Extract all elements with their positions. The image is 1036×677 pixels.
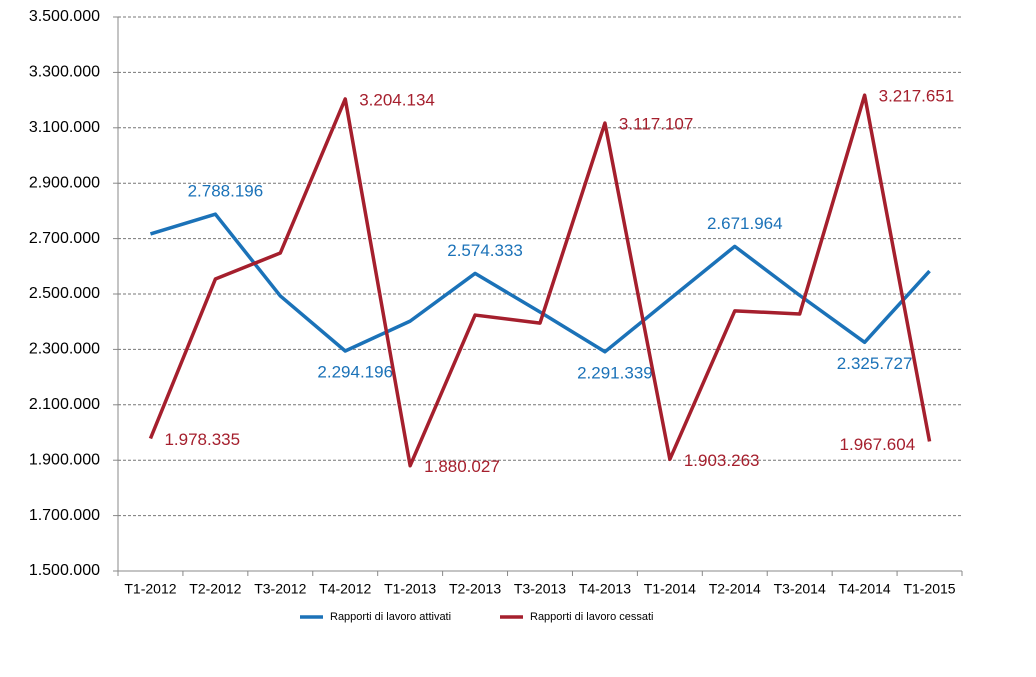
x-tick-label: T1-2012 <box>124 581 176 597</box>
data-label: 2.325.727 <box>837 354 913 373</box>
data-label: 1.903.263 <box>684 451 760 470</box>
legend-label: Rapporti di lavoro attivati <box>330 611 451 623</box>
y-tick-label: 2.500.000 <box>29 285 100 302</box>
x-tick-label: T4-2013 <box>579 581 631 597</box>
data-label: 3.117.107 <box>619 115 693 134</box>
data-label: 1.967.604 <box>840 435 916 454</box>
y-tick-label: 3.500.000 <box>29 8 100 25</box>
x-tick-label: T1-2015 <box>903 581 955 597</box>
x-tick-label: T2-2013 <box>449 581 501 597</box>
y-tick-label: 2.900.000 <box>29 174 100 191</box>
x-tick-label: T2-2014 <box>709 581 761 597</box>
y-tick-label: 1.900.000 <box>29 451 100 468</box>
x-tick-label: T3-2013 <box>514 581 566 597</box>
x-tick-label: T4-2012 <box>319 581 371 597</box>
x-tick-label: T3-2012 <box>254 581 306 597</box>
series-line <box>149 212 931 354</box>
data-label: 1.978.335 <box>164 430 240 449</box>
data-label: 3.217.651 <box>879 87 955 106</box>
series-line <box>148 93 932 468</box>
data-label: 2.294.196 <box>317 362 393 381</box>
legend-label: Rapporti di lavoro cessati <box>530 611 654 623</box>
y-tick-label: 3.100.000 <box>29 119 100 136</box>
y-tick-label: 1.700.000 <box>29 507 100 524</box>
x-tick-label: T1-2014 <box>644 581 696 597</box>
data-label: 3.204.134 <box>359 90 435 109</box>
data-label: 1.880.027 <box>424 457 500 476</box>
y-tick-label: 2.700.000 <box>29 230 100 247</box>
data-label: 2.671.964 <box>707 214 783 233</box>
data-label: 2.291.339 <box>577 363 653 382</box>
x-tick-label: T1-2013 <box>384 581 436 597</box>
x-tick-label: T3-2014 <box>774 581 826 597</box>
x-tick-label: T2-2012 <box>189 581 241 597</box>
y-tick-label: 1.500.000 <box>29 562 100 579</box>
y-tick-label: 3.300.000 <box>29 64 100 81</box>
x-tick-label: T4-2014 <box>839 581 891 597</box>
data-label: 2.574.333 <box>447 241 523 260</box>
data-label: 2.788.196 <box>188 182 264 201</box>
y-tick-label: 2.100.000 <box>29 396 100 413</box>
y-tick-label: 2.300.000 <box>29 341 100 358</box>
